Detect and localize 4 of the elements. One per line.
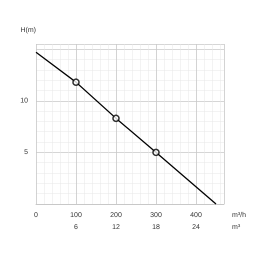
point	[112, 114, 120, 122]
line-series	[35, 52, 217, 205]
point	[72, 78, 80, 86]
point	[152, 148, 160, 156]
